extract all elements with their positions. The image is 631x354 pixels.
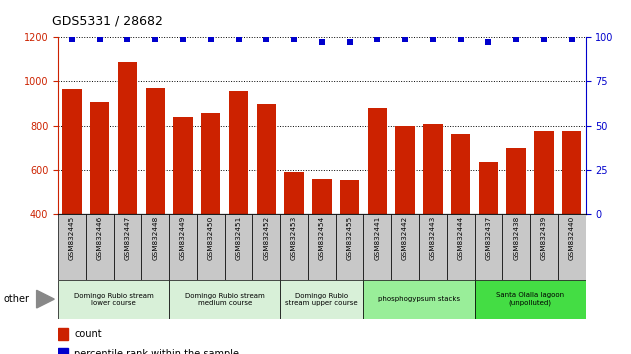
Bar xyxy=(86,214,114,280)
Bar xyxy=(336,214,363,280)
Bar xyxy=(58,214,86,280)
Bar xyxy=(280,214,308,280)
Bar xyxy=(419,214,447,280)
Bar xyxy=(114,214,141,280)
Bar xyxy=(340,180,359,214)
Point xyxy=(456,36,466,42)
Bar xyxy=(396,126,415,214)
Text: GSM832445: GSM832445 xyxy=(69,216,75,261)
Text: Domingo Rubio stream
lower course: Domingo Rubio stream lower course xyxy=(74,293,153,306)
Point xyxy=(122,36,133,42)
Bar xyxy=(280,280,363,319)
Point xyxy=(233,36,244,42)
Text: Domingo Rubio
stream upper course: Domingo Rubio stream upper course xyxy=(285,293,358,306)
Text: percentile rank within the sample: percentile rank within the sample xyxy=(74,349,239,354)
Text: Domingo Rubio stream
medium course: Domingo Rubio stream medium course xyxy=(185,293,264,306)
Text: GSM832442: GSM832442 xyxy=(402,216,408,261)
Bar xyxy=(146,88,165,214)
Text: GSM832440: GSM832440 xyxy=(569,216,575,261)
Bar xyxy=(475,280,586,319)
Bar xyxy=(90,102,109,214)
Bar xyxy=(201,113,220,214)
Bar xyxy=(285,172,304,214)
Point xyxy=(206,36,216,42)
Bar xyxy=(174,117,192,214)
Bar xyxy=(502,214,530,280)
Polygon shape xyxy=(37,290,54,308)
Bar xyxy=(141,214,169,280)
Bar xyxy=(447,214,475,280)
Bar xyxy=(58,280,169,319)
Text: GSM832447: GSM832447 xyxy=(124,216,131,261)
Text: GSM832437: GSM832437 xyxy=(485,216,492,261)
Bar xyxy=(197,214,225,280)
Bar xyxy=(530,214,558,280)
Text: GSM832443: GSM832443 xyxy=(430,216,436,261)
Bar xyxy=(507,148,526,214)
Point xyxy=(178,36,188,42)
Text: GSM832439: GSM832439 xyxy=(541,216,547,261)
Bar xyxy=(169,214,197,280)
Text: phosphogypsum stacks: phosphogypsum stacks xyxy=(378,296,460,302)
Point xyxy=(317,40,327,45)
Point xyxy=(289,36,299,42)
Point xyxy=(539,36,549,42)
Text: GSM832452: GSM832452 xyxy=(263,216,269,261)
Point xyxy=(345,40,355,45)
Text: GSM832451: GSM832451 xyxy=(235,216,242,261)
Text: GSM832448: GSM832448 xyxy=(152,216,158,261)
Bar xyxy=(252,214,280,280)
Bar xyxy=(534,131,553,214)
Bar xyxy=(391,214,419,280)
Bar xyxy=(225,214,252,280)
Text: Santa Olalla lagoon
(unpolluted): Santa Olalla lagoon (unpolluted) xyxy=(496,292,564,306)
Bar xyxy=(451,134,470,214)
Bar xyxy=(363,214,391,280)
Point xyxy=(67,36,77,42)
Point xyxy=(511,36,521,42)
Bar xyxy=(308,214,336,280)
Text: GSM832438: GSM832438 xyxy=(513,216,519,261)
Point xyxy=(483,40,493,45)
Text: GSM832441: GSM832441 xyxy=(374,216,380,261)
Bar xyxy=(312,179,331,214)
Bar xyxy=(479,162,498,214)
Bar xyxy=(118,62,137,214)
Point xyxy=(261,36,271,42)
Text: count: count xyxy=(74,329,102,339)
Bar xyxy=(58,348,68,354)
Bar xyxy=(257,104,276,214)
Text: GSM832454: GSM832454 xyxy=(319,216,325,261)
Point xyxy=(567,36,577,42)
Point xyxy=(150,36,160,42)
Text: other: other xyxy=(3,294,29,304)
Bar xyxy=(562,131,581,214)
Text: GDS5331 / 28682: GDS5331 / 28682 xyxy=(52,14,163,27)
Text: GSM832446: GSM832446 xyxy=(97,216,103,261)
Bar xyxy=(58,328,68,340)
Bar xyxy=(423,124,442,214)
Text: GSM832444: GSM832444 xyxy=(457,216,464,261)
Bar xyxy=(368,108,387,214)
Bar xyxy=(363,280,475,319)
Text: GSM832450: GSM832450 xyxy=(208,216,214,261)
Bar xyxy=(475,214,502,280)
Point xyxy=(400,36,410,42)
Point xyxy=(428,36,438,42)
Text: GSM832455: GSM832455 xyxy=(346,216,353,261)
Text: GSM832449: GSM832449 xyxy=(180,216,186,261)
Point xyxy=(95,36,105,42)
Text: GSM832453: GSM832453 xyxy=(291,216,297,261)
Bar xyxy=(169,280,280,319)
Bar xyxy=(558,214,586,280)
Point xyxy=(372,36,382,42)
Bar xyxy=(62,89,81,214)
Bar xyxy=(229,91,248,214)
